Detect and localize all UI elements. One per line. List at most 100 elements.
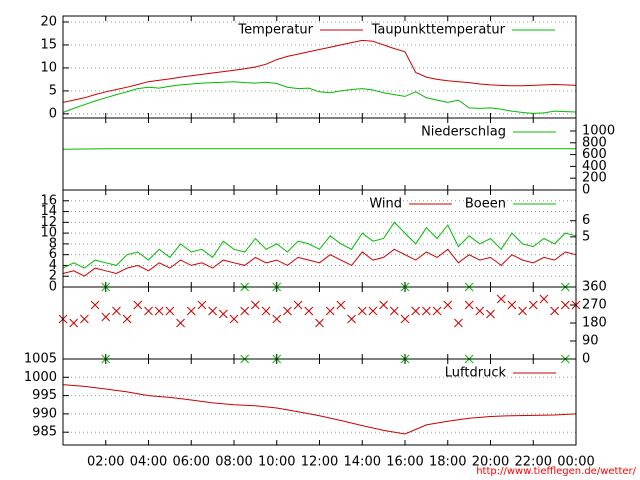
x-tick-label: 04:00	[130, 455, 167, 470]
data-point	[539, 294, 549, 304]
footer-link: http://www.tiefflegen.de/wetter/	[476, 466, 636, 477]
data-point	[90, 300, 100, 310]
data-line	[62, 248, 577, 277]
y-tick-label: 8	[49, 236, 57, 251]
data-point	[251, 300, 260, 310]
data-point	[69, 318, 79, 328]
data-point	[293, 300, 303, 310]
y2-tick-label: 800	[582, 135, 607, 150]
x-tick-label: 22:00	[515, 455, 552, 470]
y-tick-label: 16	[40, 193, 57, 208]
data-point	[315, 318, 324, 328]
data-point	[518, 306, 527, 316]
data-point	[165, 306, 175, 316]
data-line	[62, 39, 577, 103]
y2-tick-label: 400	[582, 159, 607, 174]
x-tick-label: 12:00	[301, 455, 338, 470]
data-point	[336, 300, 346, 310]
y2-tick-label: 180	[582, 316, 607, 331]
data-point	[283, 306, 292, 316]
data-point	[507, 300, 517, 310]
y-tick-label: 4	[49, 258, 57, 273]
y-tick-label: 10	[40, 226, 57, 241]
data-line	[62, 384, 577, 435]
data-point	[144, 306, 153, 316]
data-point	[218, 309, 228, 319]
y-tick-label: 15	[40, 37, 57, 52]
data-point	[272, 314, 282, 324]
y-tick-label: 14	[40, 204, 57, 219]
y2-tick-label: 6	[582, 213, 590, 228]
legend-label: Taupunkttemperatur	[371, 23, 506, 38]
x-tick-label: 08:00	[215, 455, 252, 470]
data-point	[422, 306, 431, 316]
y-tick-label: 0	[49, 280, 57, 295]
data-point	[101, 312, 111, 322]
data-line	[62, 148, 576, 150]
x-tick-label: 14:00	[344, 455, 381, 470]
data-point	[550, 306, 559, 316]
data-point	[357, 306, 367, 316]
x-tick-label: 06:00	[173, 455, 210, 470]
y-tick-label: 990	[32, 406, 57, 421]
data-point	[411, 306, 421, 316]
data-point	[112, 306, 121, 316]
data-point	[528, 300, 538, 310]
y-tick-label: 1000	[24, 370, 57, 385]
data-point	[432, 306, 442, 316]
data-point	[400, 314, 410, 324]
x-tick-label: 00:00	[557, 455, 594, 470]
data-point	[304, 306, 314, 316]
data-point	[368, 306, 378, 316]
data-point	[186, 306, 196, 316]
legend-label: Temperatur	[237, 23, 313, 38]
data-point	[475, 306, 485, 316]
data-point	[454, 318, 463, 328]
legend-label: Wind	[369, 197, 402, 212]
y-tick-label: 1005	[24, 352, 57, 367]
data-point	[261, 306, 271, 316]
panel-frame	[62, 358, 577, 446]
data-point	[240, 306, 250, 316]
y2-tick-label: 360	[582, 280, 607, 295]
data-point	[325, 306, 335, 316]
data-point	[389, 306, 399, 316]
x-tick-label: 20:00	[472, 455, 509, 470]
y2-tick-label: 0	[582, 352, 590, 367]
data-point	[379, 300, 388, 310]
y2-tick-label: 600	[582, 147, 607, 162]
x-tick-label: 18:00	[429, 455, 466, 470]
y2-tick-label: 270	[582, 298, 607, 313]
y2-tick-label: 1000	[582, 123, 615, 138]
data-point	[197, 300, 207, 310]
y-tick-label: 2	[49, 269, 57, 284]
legend-label: Niederschlag	[421, 125, 506, 140]
data-point	[443, 300, 453, 310]
data-point	[496, 294, 506, 304]
data-point	[154, 306, 164, 316]
x-tick-label: 16:00	[386, 455, 423, 470]
data-point	[486, 309, 495, 319]
x-tick-label: 10:00	[258, 455, 295, 470]
y2-tick-label: 200	[582, 171, 607, 186]
data-point	[80, 314, 89, 324]
data-point	[464, 300, 474, 310]
data-line	[62, 81, 577, 114]
y-tick-label: 6	[49, 247, 57, 262]
y2-tick-label: 0	[582, 183, 590, 198]
y-tick-label: 5	[49, 83, 57, 98]
y2-tick-label: 90	[582, 334, 599, 349]
data-point	[122, 314, 132, 324]
data-line	[62, 221, 577, 269]
y-tick-label: 12	[40, 215, 57, 230]
legend-label: Luftdruck	[445, 366, 507, 381]
data-point	[133, 300, 143, 310]
data-point	[347, 314, 356, 324]
y-tick-label: 0	[49, 106, 57, 121]
legend-label: Boeen	[465, 197, 506, 212]
y-tick-label: 20	[40, 14, 57, 29]
data-point	[176, 318, 185, 328]
